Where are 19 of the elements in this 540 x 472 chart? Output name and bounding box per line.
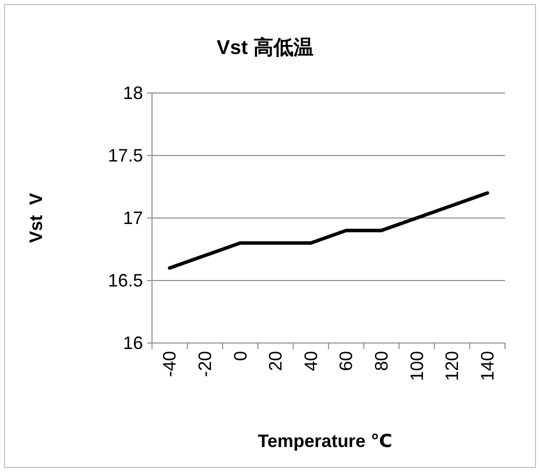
y-axis-title: Vst V bbox=[26, 192, 46, 244]
x-axis-title: Temperature ℃ bbox=[258, 431, 392, 451]
chart-title: Vst 高低温 bbox=[216, 36, 314, 59]
x-tick-label: 100 bbox=[406, 351, 427, 382]
x-tick-label: 40 bbox=[300, 351, 321, 372]
x-tick-label: 120 bbox=[442, 351, 462, 382]
x-tick-label: -20 bbox=[194, 351, 215, 378]
x-tick-label: 0 bbox=[230, 351, 250, 362]
y-tick-label: 16 bbox=[122, 333, 143, 353]
x-tick-label: 20 bbox=[266, 351, 286, 372]
y-tick-label: 17 bbox=[122, 208, 143, 228]
line-series bbox=[168, 191, 490, 270]
x-tick-label: -40 bbox=[160, 351, 180, 378]
y-tick-label: 18 bbox=[122, 83, 143, 103]
y-tick-label: 17.5 bbox=[108, 146, 143, 166]
x-tick-label: 140 bbox=[477, 351, 498, 382]
x-tick-label: 80 bbox=[371, 351, 392, 372]
x-tick-label: 60 bbox=[336, 351, 356, 372]
y-tick-label: 16.5 bbox=[108, 270, 143, 290]
